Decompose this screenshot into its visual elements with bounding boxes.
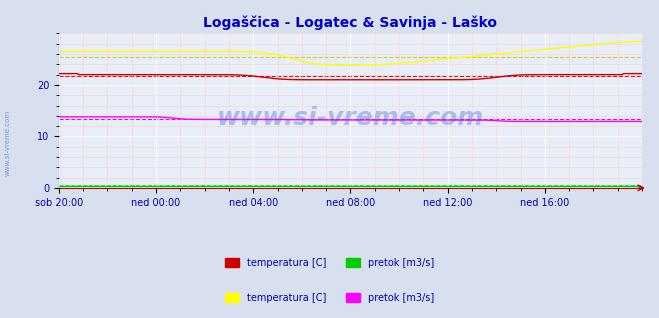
Text: www.si-vreme.com: www.si-vreme.com (217, 107, 484, 130)
Title: Logaščica - Logatec & Savinja - Laško: Logaščica - Logatec & Savinja - Laško (204, 15, 498, 30)
Legend: temperatura [C], pretok [m3/s]: temperatura [C], pretok [m3/s] (221, 254, 438, 272)
Text: www.si-vreme.com: www.si-vreme.com (5, 110, 11, 176)
Legend: temperatura [C], pretok [m3/s]: temperatura [C], pretok [m3/s] (221, 289, 438, 307)
